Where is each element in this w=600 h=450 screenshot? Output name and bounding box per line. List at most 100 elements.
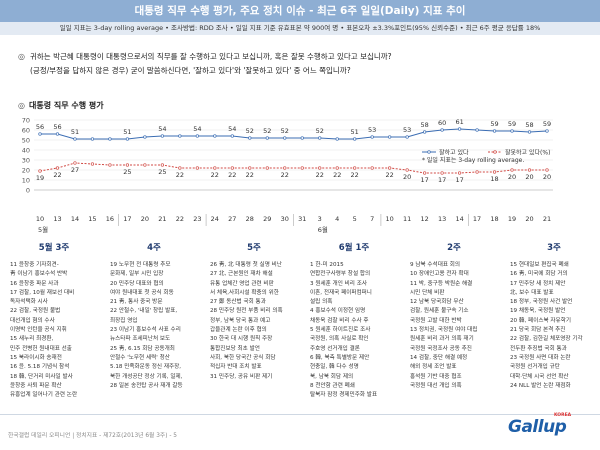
issue-item: 28 일본 송전탑 공사 재개 갈등 <box>110 382 183 389</box>
issue-item: 서 체육,사회시설 확충의 위한 <box>210 289 279 296</box>
x-tick-label: 14 <box>71 215 79 223</box>
data-point <box>510 129 514 133</box>
issue-item: 22 검찰, 김한길 체포영장 기각 <box>510 336 583 343</box>
x-tick-label: 20 <box>141 215 149 223</box>
data-point <box>73 137 77 141</box>
data-label: 51 <box>123 128 131 136</box>
survey-method-note: 일일 지표는 3-day rolling average • 조사방법: RDD… <box>0 22 600 35</box>
series-line <box>40 128 548 140</box>
issue-item: 13 정치권, 국정원 여야 대립 <box>410 327 478 334</box>
issue-item: 27 北, 근본원인 재차 해설 <box>210 271 273 278</box>
issue-item: 설립 의혹 <box>310 299 333 306</box>
data-label: 52 <box>246 127 254 135</box>
issue-item: 24 NLL 발언 논란 재점화 <box>510 382 571 389</box>
x-tick-label: 3 <box>318 215 322 223</box>
x-tick-label: 10 <box>36 215 44 223</box>
data-label: 20 <box>525 173 533 181</box>
x-tick-label: 30 <box>281 215 289 223</box>
issue-item: 30 한국 대 시행 원칙 주장 <box>210 336 273 343</box>
x-tick-label: 14 <box>455 215 463 223</box>
data-label: 22 <box>53 171 61 179</box>
issue-item: 14 검찰, 중단 해결 예정 <box>410 354 468 361</box>
issue-item: 현충일, 韓 다수 성명 <box>310 364 359 371</box>
data-label: 54 <box>193 125 201 133</box>
issue-item: 19 채동욱, 국정원 발언 <box>510 308 566 315</box>
question-line-2: (긍정/부정을 답하지 않은 경우) 굳이 말씀하신다면, '잘하고 있다'와 … <box>30 66 351 75</box>
data-point <box>213 166 217 170</box>
data-point <box>230 166 234 170</box>
data-label: 22 <box>176 171 184 179</box>
x-tick-label: 27 <box>228 215 236 223</box>
data-point <box>38 132 42 136</box>
issue-item: 28 민주당 원전 부품 비리 의혹 <box>210 308 283 315</box>
data-point <box>108 137 112 141</box>
x-tick-label: 18 <box>490 215 498 223</box>
data-point <box>160 163 165 167</box>
page-header: 대통령 직무 수행 평가, 주요 정치 이슈 - 최근 6주 일일(Daily)… <box>0 0 600 22</box>
issue-item: 12 남북 당국회담 무산 <box>410 299 464 306</box>
logo-text: Gallup <box>508 417 567 437</box>
x-tick-label: 15 <box>88 215 96 223</box>
issue-item: 최장집 영입 <box>110 317 138 324</box>
issue-item: 18 정부, 국정원 사건 발언 <box>510 299 573 306</box>
issue-item: 이혼, 전재국 페이퍼컴퍼니 <box>310 289 372 296</box>
issue-item: 31 민주당, 공유 비판 제기 <box>210 373 273 380</box>
data-point <box>178 134 182 138</box>
data-point <box>335 166 339 170</box>
data-label: 18 <box>490 175 498 183</box>
week-title: 4주 <box>147 243 161 253</box>
data-point <box>195 134 199 138</box>
issue-item: 15 새누리 최경환, <box>10 336 54 343</box>
issue-item: 25 靑, 6.15 회담 공동개최 <box>110 345 175 352</box>
issue-item: 26 靑, 北 대통령 첫 실명 비난 <box>210 262 282 268</box>
issue-item: 16 윤창중 파문 사과 <box>10 280 59 287</box>
data-label: 22 <box>211 171 219 179</box>
y-tick-label: 40 <box>22 147 30 155</box>
data-point <box>353 137 357 141</box>
issue-item: 적십자 반대 조치 발표 <box>210 364 262 371</box>
issue-item: 18 韓, 단거리 미사일 발사 <box>10 373 73 380</box>
data-point <box>108 163 112 167</box>
x-tick-label: 16 <box>106 215 114 223</box>
issue-item: 19 노무현 전 대통령 추모 <box>110 262 171 268</box>
data-point <box>318 136 322 140</box>
chart-bullet-icon: ◎ <box>18 101 25 110</box>
data-label: 59 <box>490 120 498 128</box>
data-point <box>457 127 462 131</box>
x-tick-label: 21 <box>158 215 166 223</box>
x-tick-label: 19 <box>508 215 516 223</box>
data-label: 59 <box>508 120 516 128</box>
x-tick-label: 24 <box>211 215 219 223</box>
data-point <box>38 169 42 173</box>
legend-note: * 일일 지표는 3-day rolling average. <box>422 156 524 164</box>
data-point <box>265 136 269 140</box>
data-label: 22 <box>281 171 289 179</box>
issue-item: 北, 보수 대표 발표 <box>510 289 554 296</box>
y-tick-label: 20 <box>22 167 30 175</box>
data-point <box>125 137 130 141</box>
issue-item: 연합전구사령부 창설 합의 <box>310 271 371 278</box>
issue-item: 20 민주당 대표와 협의 <box>110 280 164 287</box>
x-tick-label: 31 <box>298 215 306 223</box>
x-tick-label: 7 <box>370 215 374 223</box>
data-label: 17 <box>438 176 446 184</box>
data-point <box>370 135 374 139</box>
y-tick-label: 70 <box>22 117 30 125</box>
chart-title: ◎ 대통령 직무 수행 평가 <box>18 100 104 111</box>
data-point <box>405 135 409 139</box>
x-tick-label: 23 <box>193 215 201 223</box>
data-point <box>510 168 514 172</box>
data-point <box>90 162 95 166</box>
y-tick-label: 50 <box>22 137 30 145</box>
issue-item: 사회, 북한 당국간 공식 회담 <box>210 354 276 361</box>
issue-item: 17 검찰, 10월 재보선 대비 <box>10 289 75 296</box>
issue-item: 대선개입 혐의 수사 <box>10 317 55 324</box>
data-label: 22 <box>316 171 324 179</box>
week-issue-list: 26 靑, 北 대통령 첫 실명 비난 27 北, 근본원인 재차 해설 유통 업… <box>210 261 298 397</box>
data-point <box>492 170 497 174</box>
legend-label: 잘하고 있다 <box>439 148 469 156</box>
issue-item: 대학·단체 시국 선언 확산 <box>510 373 569 380</box>
data-label: 61 <box>455 118 463 126</box>
survey-question: ◎ 귀하는 박근혜 대통령이 대통령으로서의 직무를 잘 수행하고 있다고 보십… <box>18 50 590 78</box>
month-label: 6월 <box>318 225 328 234</box>
